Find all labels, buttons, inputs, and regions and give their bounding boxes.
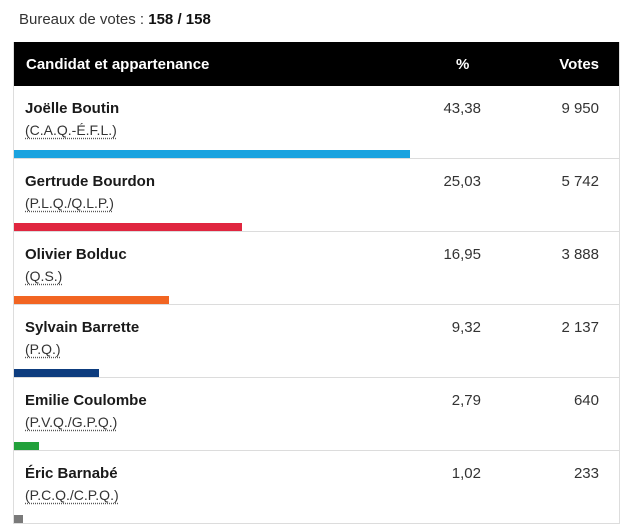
- vote-share-bar: [14, 515, 24, 523]
- candidate-row: Joëlle Boutin (C.A.Q.-É.F.L.) 43,38 9 95…: [14, 86, 619, 159]
- column-header-candidate: Candidat et appartenance: [26, 56, 210, 73]
- candidate-name: Éric Barnabé: [25, 465, 118, 482]
- candidate-name: Emilie Coulombe: [25, 392, 147, 409]
- vote-count: 9 950: [561, 100, 599, 117]
- vote-percent: 25,03: [443, 173, 481, 190]
- polling-stations-count: 158 / 158: [148, 11, 211, 28]
- candidate-row: Gertrude Bourdon (P.L.Q./Q.L.P.) 25,03 5…: [14, 159, 619, 232]
- party-abbreviation[interactable]: (C.A.Q.-É.F.L.): [25, 122, 117, 138]
- vote-count: 233: [573, 465, 599, 482]
- candidate-name: Gertrude Bourdon: [25, 173, 155, 190]
- candidate-name: Sylvain Barrette: [25, 319, 140, 336]
- candidate-row: Éric Barnabé (P.C.Q./C.P.Q.) 1,02 233: [14, 451, 619, 524]
- polling-stations-label: Bureaux de votes :: [19, 11, 149, 28]
- vote-percent: 2,79: [451, 392, 481, 409]
- vote-percent: 43,38: [443, 100, 481, 117]
- party-abbreviation[interactable]: (P.Q.): [25, 341, 61, 357]
- vote-count: 3 888: [561, 246, 599, 263]
- party-abbreviation[interactable]: (P.L.Q./Q.L.P.): [25, 195, 114, 211]
- candidate-row: Sylvain Barrette (P.Q.) 9,32 2 137: [14, 305, 619, 378]
- polling-stations-summary: Bureaux de votes : 158 / 158: [19, 11, 211, 28]
- vote-count: 2 137: [561, 319, 599, 336]
- vote-percent: 16,95: [443, 246, 481, 263]
- vote-share-bar: [14, 369, 100, 377]
- vote-share-bar: [14, 150, 410, 158]
- results-table: Candidat et appartenance % Votes Joëlle …: [13, 42, 620, 524]
- party-abbreviation[interactable]: (Q.S.): [25, 268, 63, 284]
- column-header-percent: %: [456, 56, 470, 73]
- vote-share-bar: [14, 442, 40, 450]
- vote-share-bar: [14, 223, 243, 231]
- vote-count: 5 742: [561, 173, 599, 190]
- party-abbreviation[interactable]: (P.V.Q./G.P.Q.): [25, 414, 118, 430]
- vote-percent: 9,32: [451, 319, 481, 336]
- vote-count: 640: [573, 392, 599, 409]
- candidate-row: Olivier Bolduc (Q.S.) 16,95 3 888: [14, 232, 619, 305]
- table-header: Candidat et appartenance % Votes: [14, 42, 619, 86]
- vote-percent: 1,02: [451, 465, 481, 482]
- column-header-votes: Votes: [559, 56, 599, 73]
- candidate-row: Emilie Coulombe (P.V.Q./G.P.Q.) 2,79 640: [14, 378, 619, 451]
- candidate-name: Joëlle Boutin: [25, 100, 120, 117]
- vote-share-bar: [14, 296, 169, 304]
- candidate-name: Olivier Bolduc: [25, 246, 127, 263]
- party-abbreviation[interactable]: (P.C.Q./C.P.Q.): [25, 487, 119, 503]
